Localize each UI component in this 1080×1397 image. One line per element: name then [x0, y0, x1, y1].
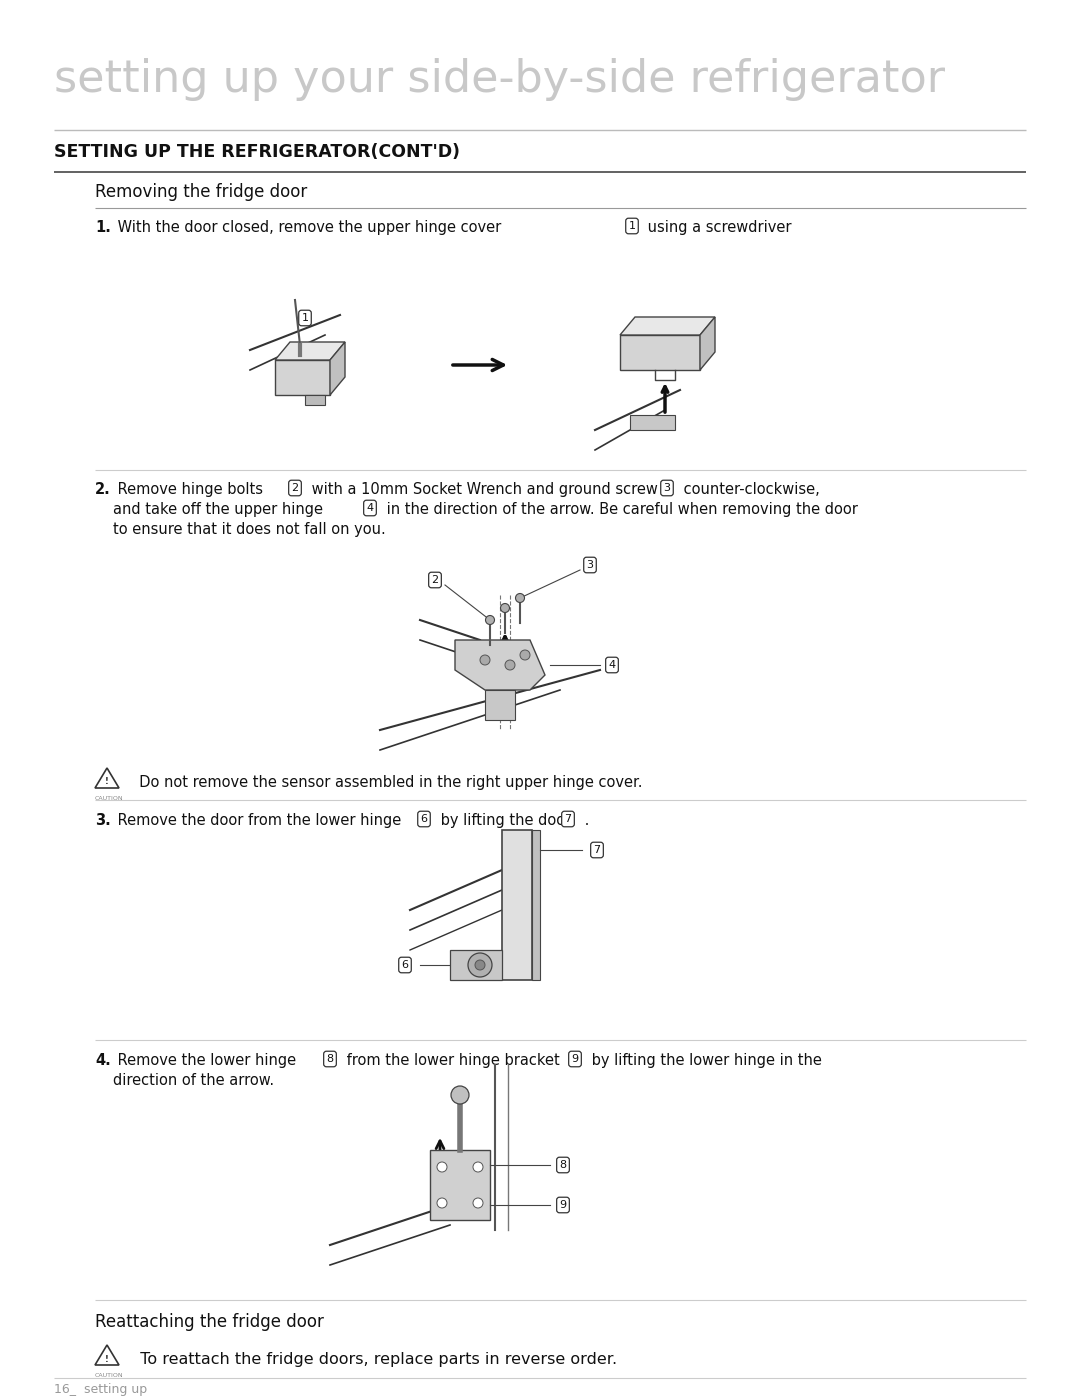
Circle shape [515, 594, 525, 602]
Polygon shape [275, 342, 345, 360]
Text: using a screwdriver: using a screwdriver [643, 219, 792, 235]
Polygon shape [485, 690, 515, 719]
Polygon shape [532, 830, 540, 981]
Polygon shape [700, 317, 715, 370]
Text: 2.: 2. [95, 482, 111, 497]
Text: 3.: 3. [95, 813, 111, 828]
Circle shape [468, 953, 492, 977]
Polygon shape [620, 317, 715, 335]
Polygon shape [95, 1345, 119, 1365]
Text: Remove hinge bolts: Remove hinge bolts [113, 482, 264, 497]
Text: 16_  setting up: 16_ setting up [54, 1383, 147, 1396]
Text: 2: 2 [292, 483, 298, 493]
Circle shape [500, 604, 510, 612]
Circle shape [519, 650, 530, 659]
Text: 6: 6 [402, 960, 408, 970]
Text: .: . [580, 813, 590, 828]
Text: counter-clockwise,: counter-clockwise, [679, 482, 820, 497]
Text: with a 10mm Socket Wrench and ground screw: with a 10mm Socket Wrench and ground scr… [307, 482, 658, 497]
Text: 3: 3 [586, 560, 594, 570]
Text: direction of the arrow.: direction of the arrow. [113, 1073, 274, 1088]
Polygon shape [620, 335, 700, 370]
Text: from the lower hinge bracket: from the lower hinge bracket [342, 1053, 559, 1067]
Text: 1: 1 [629, 221, 635, 231]
Text: 1.: 1. [95, 219, 111, 235]
Text: 1: 1 [301, 313, 309, 323]
Text: 4: 4 [608, 659, 616, 671]
Text: and take off the upper hinge: and take off the upper hinge [113, 502, 323, 517]
Circle shape [473, 1162, 483, 1172]
Polygon shape [502, 830, 532, 981]
Polygon shape [450, 950, 502, 981]
Circle shape [451, 1085, 469, 1104]
Text: Removing the fridge door: Removing the fridge door [95, 183, 307, 201]
Text: SETTING UP THE REFRIGERATOR(CONT'D): SETTING UP THE REFRIGERATOR(CONT'D) [54, 142, 460, 161]
Circle shape [473, 1199, 483, 1208]
Circle shape [505, 659, 515, 671]
Text: 7: 7 [565, 814, 571, 824]
Polygon shape [630, 415, 675, 430]
Text: setting up your side-by-side refrigerator: setting up your side-by-side refrigerato… [54, 59, 945, 101]
Text: !: ! [105, 1355, 109, 1363]
Text: in the direction of the arrow. Be careful when removing the door: in the direction of the arrow. Be carefu… [382, 502, 858, 517]
Circle shape [486, 616, 495, 624]
Text: 9: 9 [571, 1053, 579, 1065]
Text: 4.: 4. [95, 1053, 111, 1067]
Text: CAUTION: CAUTION [95, 796, 123, 800]
Polygon shape [95, 768, 119, 788]
Text: !: ! [105, 778, 109, 787]
Text: 4: 4 [366, 503, 374, 513]
Text: to ensure that it does not fall on you.: to ensure that it does not fall on you. [113, 522, 386, 536]
Circle shape [437, 1199, 447, 1208]
Polygon shape [305, 395, 325, 405]
Text: Reattaching the fridge door: Reattaching the fridge door [95, 1313, 324, 1331]
Text: 7: 7 [593, 845, 600, 855]
Polygon shape [430, 1150, 490, 1220]
Text: 8: 8 [559, 1160, 567, 1171]
Text: To reattach the fridge doors, replace parts in reverse order.: To reattach the fridge doors, replace pa… [130, 1352, 617, 1368]
Text: by lifting the lower hinge in the: by lifting the lower hinge in the [588, 1053, 822, 1067]
Circle shape [480, 655, 490, 665]
Circle shape [475, 960, 485, 970]
Text: With the door closed, remove the upper hinge cover: With the door closed, remove the upper h… [113, 219, 501, 235]
Text: Do not remove the sensor assembled in the right upper hinge cover.: Do not remove the sensor assembled in th… [130, 775, 643, 789]
Text: 9: 9 [559, 1200, 567, 1210]
Text: Remove the door from the lower hinge: Remove the door from the lower hinge [113, 813, 402, 828]
Text: by lifting the door: by lifting the door [436, 813, 571, 828]
Text: 2: 2 [431, 576, 438, 585]
Text: 6: 6 [420, 814, 428, 824]
Circle shape [437, 1162, 447, 1172]
Polygon shape [330, 342, 345, 395]
Polygon shape [275, 360, 330, 395]
Text: CAUTION: CAUTION [95, 1373, 123, 1377]
Text: 3: 3 [663, 483, 671, 493]
Text: Remove the lower hinge: Remove the lower hinge [113, 1053, 296, 1067]
Text: 8: 8 [326, 1053, 334, 1065]
Polygon shape [455, 640, 545, 690]
